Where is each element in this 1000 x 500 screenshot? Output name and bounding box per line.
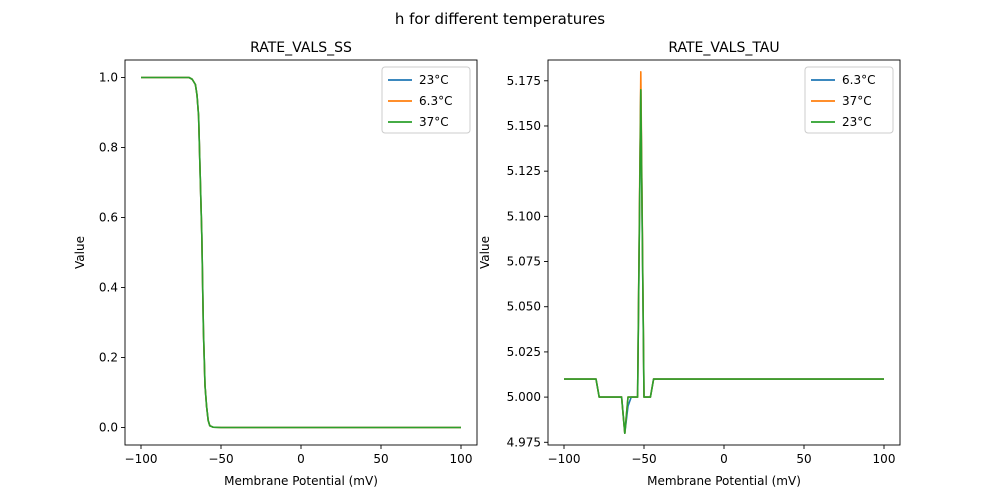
ss-y-tick-label: 0.8 bbox=[99, 141, 118, 155]
tau-y-tick-label: 5.150 bbox=[507, 119, 541, 133]
tau-y-tick-label: 5.050 bbox=[507, 300, 541, 314]
ss-y-tick-label: 0.2 bbox=[99, 351, 118, 365]
ss-y-tick-label: 0.6 bbox=[99, 211, 118, 225]
chart-panel-tau: −100 −50 0 50 100 4.975 5.000 5.025 5.050 5.075 5.… bbox=[478, 40, 901, 488]
ss-legend-label: 6.3°C bbox=[419, 94, 452, 108]
tau-legend-label: 23°C bbox=[842, 115, 872, 129]
ss-legend-label: 37°C bbox=[419, 115, 449, 129]
ss-x-tick-label: −50 bbox=[208, 452, 233, 466]
ss-x-axis-label: Membrane Potential (mV) bbox=[224, 474, 378, 488]
ss-x-tick-label: 50 bbox=[373, 452, 388, 466]
tau-y-tick-label: 5.175 bbox=[507, 74, 541, 88]
tau-x-tick-label: −50 bbox=[631, 452, 656, 466]
ss-y-tick-label: 0.0 bbox=[99, 421, 118, 435]
tau-x-tick-label: 50 bbox=[796, 452, 811, 466]
ss-y-axis-label: Value bbox=[73, 236, 87, 269]
tau-legend-box bbox=[804, 66, 894, 134]
tau-y-axis-label: Value bbox=[478, 236, 492, 269]
tau-x-tick-label: 0 bbox=[720, 452, 728, 466]
ss-y-tick-label: 1.0 bbox=[99, 71, 118, 85]
chart-panel-ss: −100 −50 0 50 100 0.0 0.2 0.4 0.6 0.8 1.0 RATE_VALS… bbox=[73, 40, 478, 488]
tau-x-axis-label: Membrane Potential (mV) bbox=[647, 474, 801, 488]
ss-series-line-2 bbox=[141, 76, 461, 429]
ss-x-tick-label: 100 bbox=[450, 452, 473, 466]
tau-y-tick-label: 5.025 bbox=[507, 345, 541, 359]
tau-y-tick-label: 5.000 bbox=[507, 390, 541, 404]
tau-y-tick-label: 5.125 bbox=[507, 164, 541, 178]
ss-legend-box bbox=[381, 66, 471, 134]
tau-y-tick-label: 5.100 bbox=[507, 209, 541, 223]
figure-suptitle: h for different temperatures bbox=[395, 10, 605, 28]
tau-legend-label: 6.3°C bbox=[842, 73, 875, 87]
ss-legend-label: 23°C bbox=[419, 73, 449, 87]
tau-x-tick-label: 100 bbox=[873, 452, 896, 466]
tau-legend-label: 37°C bbox=[842, 94, 872, 108]
tau-series-line-2 bbox=[564, 89, 884, 435]
ss-y-tick-label: 0.4 bbox=[99, 281, 118, 295]
ss-axes-title: RATE_VALS_SS bbox=[250, 40, 352, 56]
tau-y-tick-label: 4.975 bbox=[507, 435, 541, 449]
ss-x-tick-label: 0 bbox=[297, 452, 305, 466]
ss-x-tick-label: −100 bbox=[125, 452, 158, 466]
tau-axes-title: RATE_VALS_TAU bbox=[668, 40, 779, 56]
tau-x-tick-label: −100 bbox=[548, 452, 581, 466]
tau-y-tick-label: 5.075 bbox=[507, 255, 541, 269]
